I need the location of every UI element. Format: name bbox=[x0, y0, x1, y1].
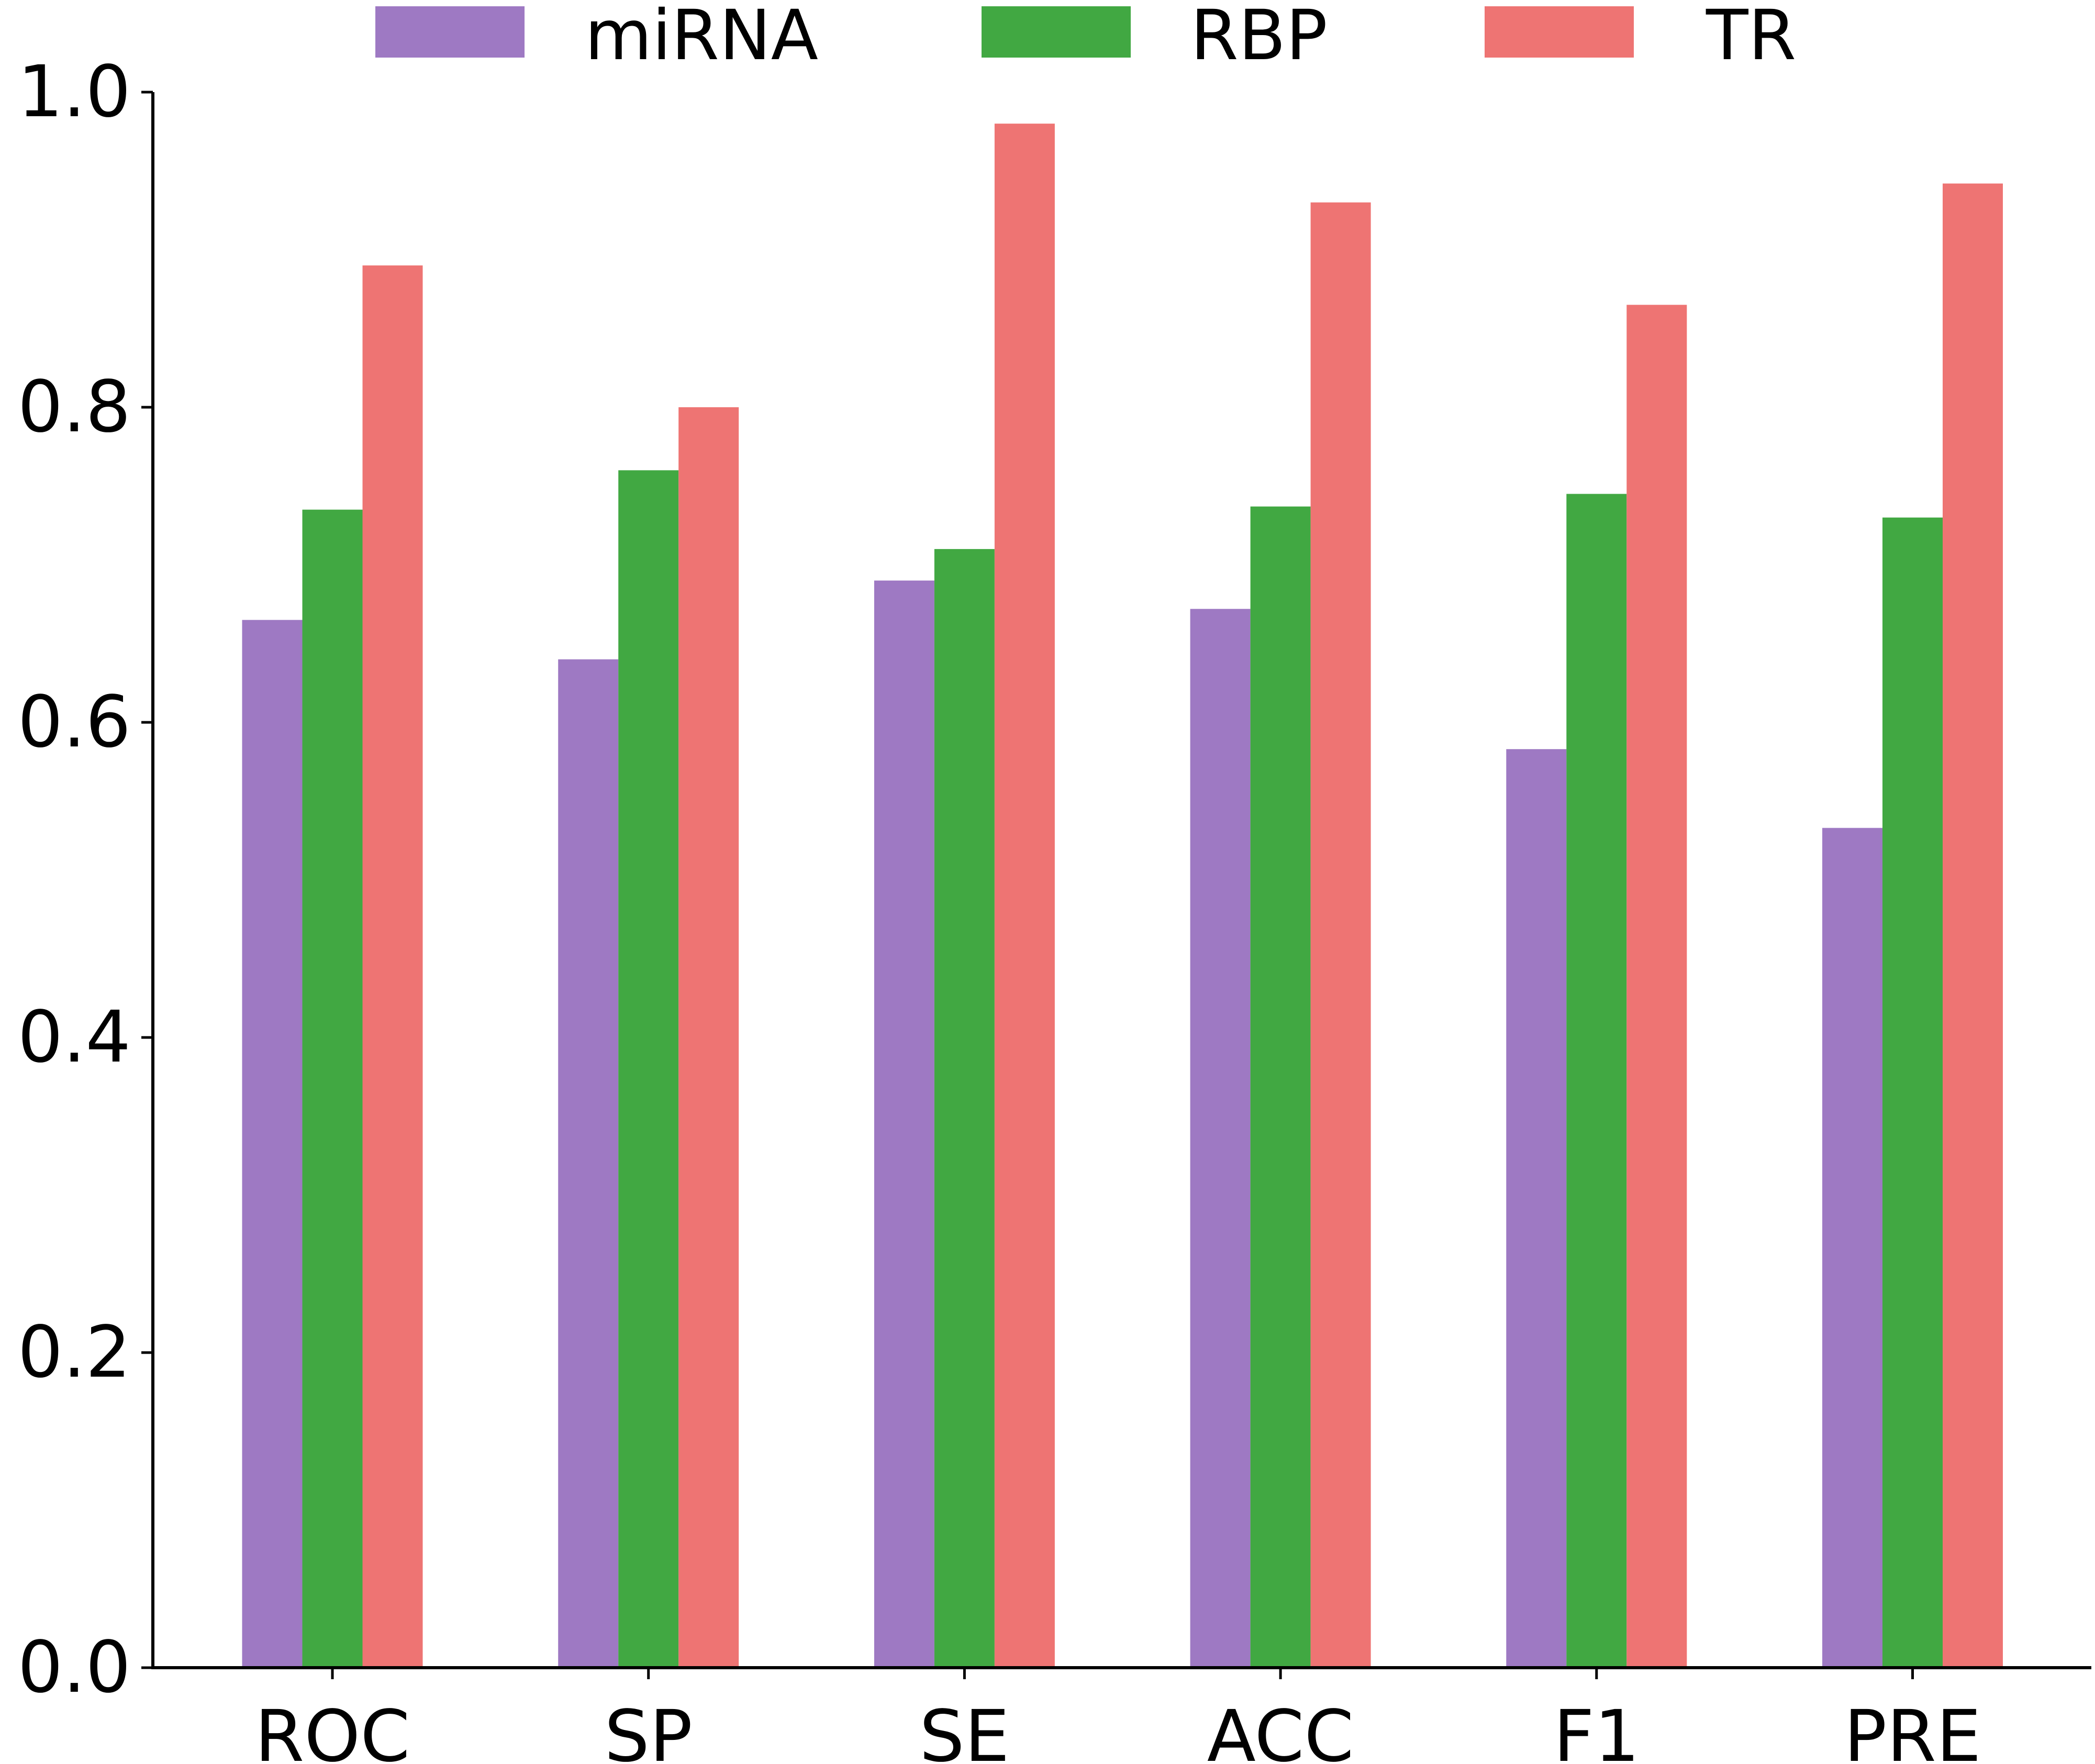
bar-rbp-acc bbox=[1250, 506, 1311, 1668]
legend-item-mirna: miRNA bbox=[375, 0, 818, 76]
x-tick-label-acc: ACC bbox=[1207, 1695, 1354, 1764]
y-tick-label: 0.6 bbox=[18, 681, 131, 764]
bar-plot-area bbox=[242, 124, 2003, 1668]
bar-tr-se bbox=[994, 124, 1055, 1668]
x-tick-label-f1: F1 bbox=[1553, 1695, 1640, 1764]
bar-group-roc bbox=[242, 265, 423, 1668]
x-tick-label-pre: PRE bbox=[1844, 1695, 1981, 1764]
bar-rbp-f1 bbox=[1566, 494, 1627, 1668]
bar-tr-f1 bbox=[1626, 305, 1687, 1668]
chart-legend: miRNA RBP TR bbox=[375, 0, 1796, 76]
legend-swatch bbox=[982, 6, 1131, 58]
bar-group-sp bbox=[558, 407, 739, 1668]
y-tick-label: 1.0 bbox=[18, 51, 131, 133]
bar-mirna-roc bbox=[242, 620, 303, 1668]
y-tick-label: 0.8 bbox=[18, 366, 131, 449]
legend-label: miRNA bbox=[585, 0, 818, 76]
bar-mirna-f1 bbox=[1506, 749, 1567, 1668]
bar-rbp-se bbox=[934, 549, 995, 1668]
legend-item-rbp: RBP bbox=[982, 0, 1328, 76]
bar-mirna-se bbox=[874, 580, 934, 1668]
bar-group-se bbox=[874, 124, 1055, 1668]
legend-item-tr: TR bbox=[1485, 0, 1796, 76]
bar-mirna-pre bbox=[1822, 828, 1882, 1668]
chart-axes: 0.0 0.2 0.4 0.6 0.8 1.0 ROC SP SE ACC F1 PRE bbox=[18, 51, 2091, 1764]
bar-rbp-roc bbox=[302, 509, 363, 1668]
x-tick-label-sp: SP bbox=[605, 1695, 693, 1764]
x-tick-label-se: SE bbox=[919, 1695, 1009, 1764]
legend-swatch bbox=[1485, 6, 1634, 58]
bar-group-f1 bbox=[1506, 305, 1687, 1668]
legend-swatch bbox=[375, 6, 525, 58]
y-tick-label: 0.0 bbox=[18, 1626, 131, 1709]
legend-label: RBP bbox=[1190, 0, 1328, 76]
y-tick-label: 0.2 bbox=[18, 1311, 131, 1394]
bar-rbp-pre bbox=[1882, 517, 1943, 1668]
bar-group-acc bbox=[1190, 202, 1371, 1668]
bar-group-pre bbox=[1822, 183, 2003, 1668]
bar-mirna-sp bbox=[558, 659, 619, 1668]
bar-tr-sp bbox=[678, 407, 739, 1668]
bar-mirna-acc bbox=[1190, 609, 1251, 1668]
bar-tr-roc bbox=[362, 265, 423, 1668]
y-tick-label: 0.4 bbox=[18, 996, 131, 1079]
bar-tr-acc bbox=[1310, 202, 1371, 1668]
bar-tr-pre bbox=[1943, 183, 2003, 1668]
bar-rbp-sp bbox=[618, 470, 679, 1668]
legend-label: TR bbox=[1706, 0, 1796, 76]
x-tick-label-roc: ROC bbox=[255, 1695, 410, 1764]
